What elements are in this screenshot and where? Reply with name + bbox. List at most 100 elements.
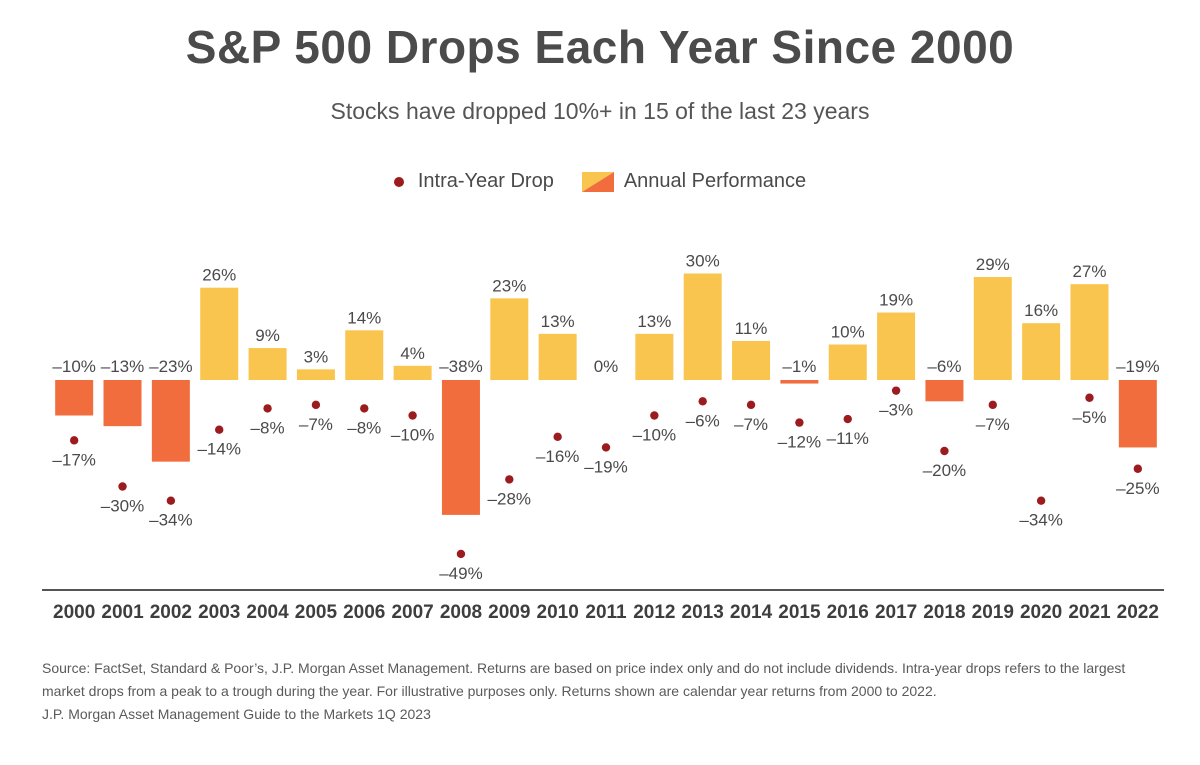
drop-point-2008 [456, 549, 466, 559]
drop-point-2020 [1036, 496, 1046, 505]
chart-title: S&P 500 Drops Each Year Since 2000 [185, 21, 1015, 73]
bar-label-2000: –10% [52, 357, 95, 376]
drop-label-2014: –7% [734, 415, 768, 434]
drop-point-2010 [553, 432, 562, 441]
drop-point-2017 [891, 386, 901, 395]
bar-2016 [828, 344, 867, 380]
bar-label-2017: 19% [879, 291, 913, 310]
dots-layer [69, 386, 1143, 559]
bar-label-2018: –6% [927, 357, 961, 376]
bar-2006 [345, 330, 384, 380]
bar-2005 [296, 369, 335, 380]
drop-label-2017: –3% [879, 401, 913, 420]
drop-label-2006: –8% [347, 418, 381, 437]
bar-label-2004: 9% [255, 326, 280, 345]
bar-2003 [200, 287, 239, 380]
drop-label-2012: –10% [633, 426, 676, 445]
drop-point-2021 [1085, 393, 1094, 402]
bar-chart: –10% –17% –13% –30% –23% –34% 26% –14% 9% –8% 3% –7… [42, 252, 1164, 623]
bar-label-2005: 3% [304, 347, 329, 366]
bar-label-2007: 4% [400, 344, 425, 363]
bar-2021 [1070, 284, 1109, 380]
drop-point-2004 [263, 404, 272, 413]
x-tick-2000: 2000 [53, 602, 95, 623]
drop-point-2000 [69, 436, 79, 445]
legend-swatch-icon [581, 171, 614, 192]
drop-point-2019 [988, 400, 997, 410]
legend-label-intra-year-drop: Intra-Year Drop [417, 170, 554, 192]
bar-label-2008: –38% [439, 357, 482, 376]
bar-label-2010: 13% [541, 312, 575, 331]
bar-label-2014: 11% [735, 319, 768, 338]
x-axis-ticks: 2000 2001 2002 2003 2004 2005 2006 2007 2008 2009… [53, 602, 1159, 623]
bar-2009 [490, 298, 529, 380]
x-tick-2005: 2005 [295, 602, 338, 623]
chart-legend: Intra-Year Drop Annual Performance [0, 170, 1200, 193]
bar-label-2015: –1% [782, 357, 816, 376]
x-tick-2004: 2004 [246, 602, 289, 623]
bar-label-2013: 30% [686, 252, 720, 271]
x-tick-2014: 2014 [730, 602, 773, 623]
source-line-1: Source: FactSet, Standard & Poor’s, J.P.… [42, 660, 1126, 676]
drop-point-2018 [940, 446, 949, 456]
drop-point-2022 [1133, 464, 1143, 473]
bar-2007 [393, 365, 432, 380]
x-tick-2002: 2002 [150, 602, 192, 623]
drop-label-2011: –19% [584, 457, 627, 476]
drop-label-2005: –7% [299, 415, 333, 434]
bar-label-2021: 27% [1072, 262, 1106, 281]
x-tick-2006: 2006 [343, 602, 385, 623]
drop-point-2012 [650, 411, 659, 420]
x-tick-2008: 2008 [440, 602, 482, 623]
x-tick-2021: 2021 [1068, 602, 1111, 623]
bar-2002 [151, 380, 190, 462]
x-tick-2017: 2017 [875, 602, 917, 623]
drop-point-2006 [360, 404, 369, 413]
bar-2014 [732, 340, 771, 380]
source-note: Source: FactSet, Standard & Poor’s, J.P.… [42, 657, 1162, 726]
drop-label-2001: –30% [101, 497, 144, 516]
drop-point-2003 [215, 425, 224, 434]
x-tick-2020: 2020 [1020, 602, 1062, 623]
drop-label-2016: –11% [827, 429, 869, 448]
drop-label-2018: –20% [923, 461, 966, 480]
drop-label-2009: –28% [488, 489, 531, 508]
legend-dot-icon [393, 176, 404, 187]
bar-2015 [780, 380, 819, 384]
drop-point-2007 [408, 411, 417, 420]
drop-label-2002: –34% [149, 511, 192, 530]
bar-label-2019: 29% [976, 255, 1010, 274]
x-tick-2003: 2003 [198, 602, 240, 623]
drop-label-2020: –34% [1019, 511, 1062, 530]
drop-point-2005 [311, 400, 321, 410]
bar-2020 [1022, 323, 1061, 380]
x-tick-2015: 2015 [778, 602, 821, 623]
bar-2018 [925, 380, 964, 402]
drop-point-2014 [746, 400, 756, 410]
x-tick-2009: 2009 [488, 602, 530, 623]
bar-label-2009: 23% [492, 276, 526, 295]
bar-label-2020: 16% [1024, 301, 1058, 320]
bar-2019 [973, 277, 1012, 380]
drop-label-2003: –14% [197, 440, 240, 459]
x-tick-2022: 2022 [1117, 602, 1159, 623]
x-tick-2016: 2016 [827, 602, 869, 623]
legend-item-intra-year-drop: Intra-Year Drop [393, 170, 554, 193]
drop-point-2015 [795, 418, 804, 427]
bar-2022 [1118, 380, 1157, 448]
x-tick-2019: 2019 [972, 602, 1014, 623]
drop-point-2016 [843, 414, 852, 424]
drop-label-2000: –17% [52, 450, 95, 469]
drop-point-2011 [601, 443, 611, 452]
bars-layer [55, 273, 1157, 515]
bar-label-2003: 26% [202, 266, 236, 285]
bar-2001 [103, 380, 142, 427]
bar-label-2002: –23% [149, 357, 192, 376]
drop-label-2008: –49% [439, 564, 482, 583]
x-tick-2011: 2011 [585, 602, 627, 623]
drop-point-2009 [505, 475, 514, 484]
drop-label-2019: –7% [976, 415, 1010, 434]
bar-2010 [538, 333, 577, 380]
bar-label-2006: 14% [347, 308, 381, 327]
drop-point-2001 [118, 482, 127, 491]
